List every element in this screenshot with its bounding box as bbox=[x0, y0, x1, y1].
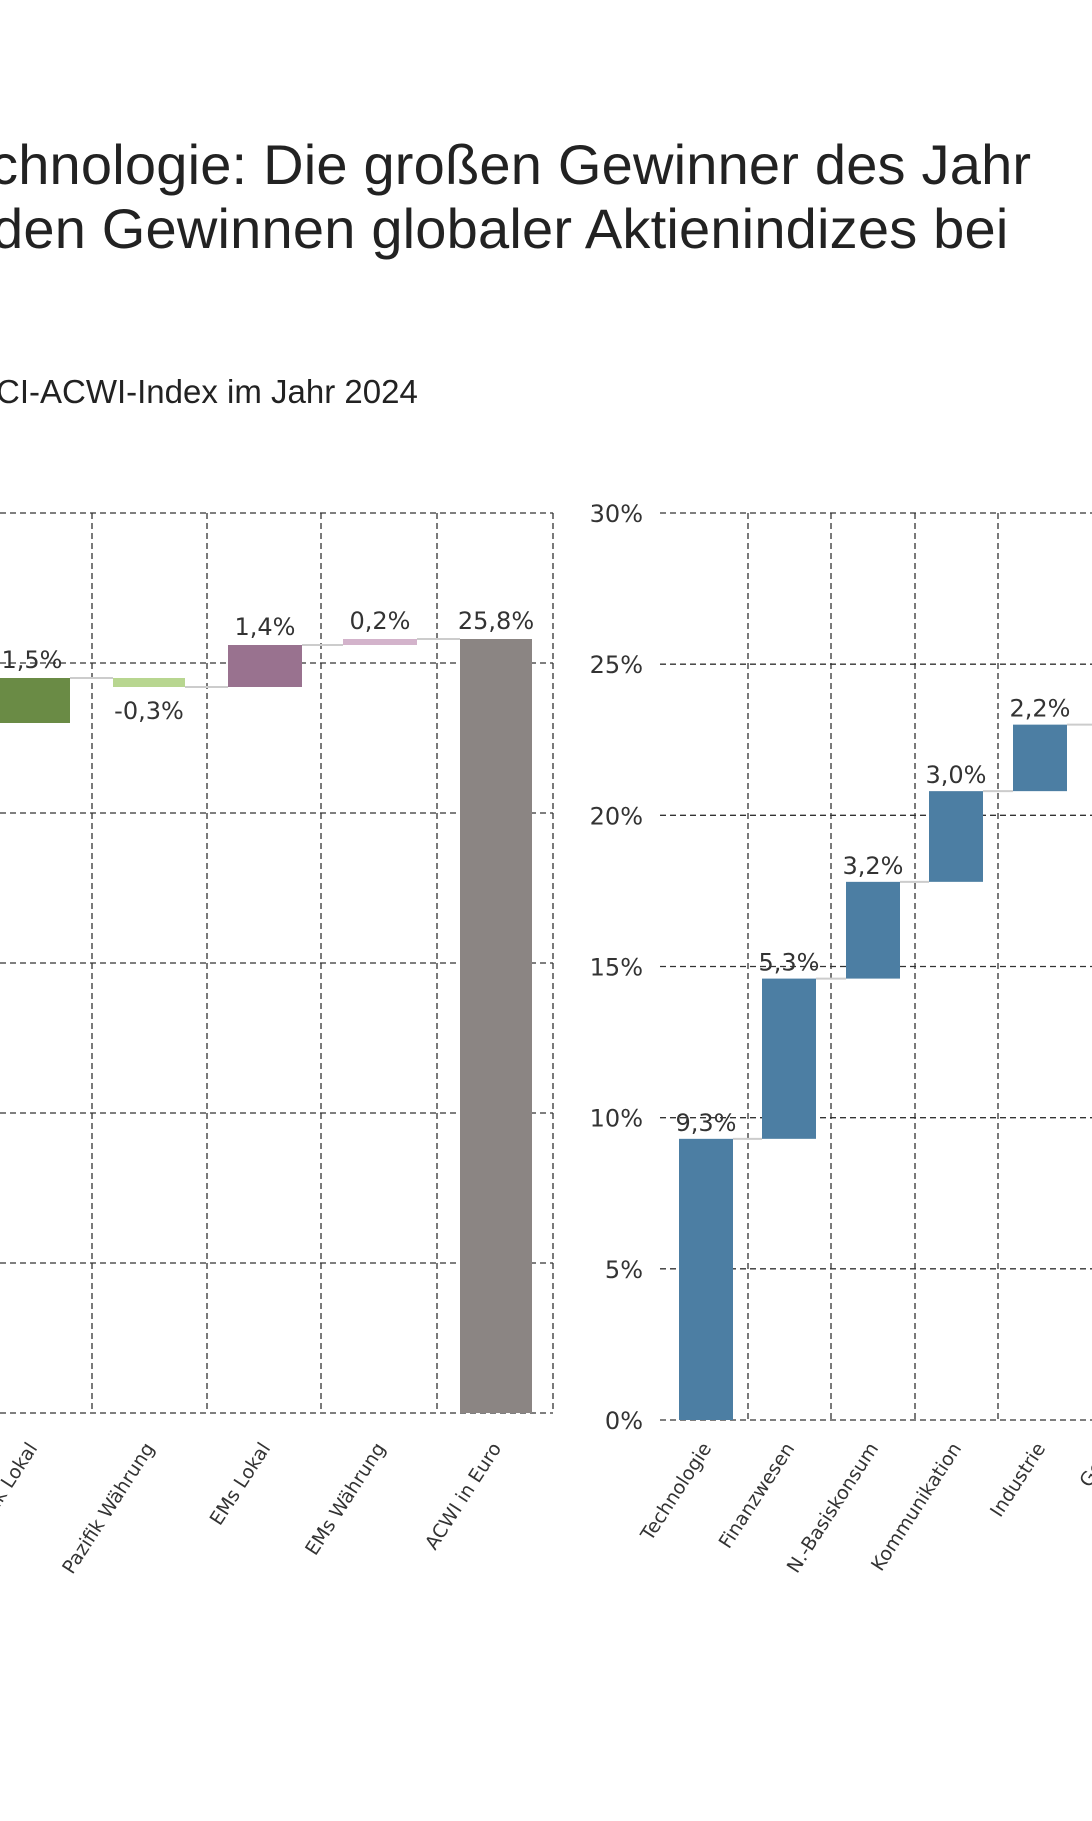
bar bbox=[929, 791, 983, 882]
left-waterfall-chart: 1,5% -0,3% 1,4% 0,2% 25,8% ik Lokal Pazifik Wä… bbox=[0, 512, 554, 1578]
bar bbox=[343, 639, 417, 645]
y-tick-label: 5% bbox=[605, 1256, 643, 1284]
category-label: N.-Basiskonsum bbox=[783, 1439, 883, 1577]
data-label: 1,4% bbox=[235, 613, 296, 641]
data-label: 9,3% bbox=[676, 1109, 737, 1137]
category-label: Kommunikation bbox=[867, 1439, 966, 1575]
chart-title-line-1: chnologie: Die großen Gewinner des Jahr bbox=[0, 133, 1032, 196]
chart-title-line-2: den Gewinnen globaler Aktienindizes bei bbox=[0, 197, 1009, 260]
category-label: Gesu bbox=[1075, 1439, 1092, 1492]
data-label: 25,8% bbox=[458, 607, 534, 635]
bar bbox=[228, 645, 302, 687]
data-label: 5,3% bbox=[759, 949, 820, 977]
data-label: 1,5% bbox=[2, 646, 63, 674]
bar bbox=[762, 978, 816, 1139]
category-label: ACWI in Euro bbox=[421, 1439, 506, 1554]
y-tick-label: 10% bbox=[590, 1105, 643, 1133]
category-label: Pazifik Währung bbox=[58, 1439, 159, 1578]
y-tick-label: 15% bbox=[590, 954, 643, 982]
category-label: Technologie bbox=[636, 1439, 716, 1546]
bar bbox=[679, 1138, 733, 1420]
category-label: EMs Lokal bbox=[206, 1439, 276, 1530]
data-label: 3,0% bbox=[926, 761, 987, 789]
bar bbox=[846, 881, 900, 979]
data-label: 3,2% bbox=[843, 852, 904, 880]
data-label: 2,2% bbox=[1010, 695, 1071, 723]
bar bbox=[460, 639, 532, 1413]
bar bbox=[113, 678, 185, 687]
y-tick-label: 20% bbox=[590, 802, 643, 830]
data-label: -0,3% bbox=[114, 697, 184, 725]
chart-subtitle: CI-ACWI-Index im Jahr 2024 bbox=[0, 373, 418, 410]
y-tick-label: 25% bbox=[590, 651, 643, 679]
category-label: ik Lokal bbox=[0, 1439, 42, 1511]
category-label: Finanzwesen bbox=[715, 1439, 800, 1553]
y-tick-label: 0% bbox=[605, 1407, 643, 1435]
right-waterfall-chart: 0% 5% 10% 15% 20% 25% 30% 9,3% 5,3% 3,2% 3,0% 2,2% T… bbox=[590, 500, 1092, 1577]
category-label: EMs Währung bbox=[301, 1439, 390, 1560]
y-tick-label: 30% bbox=[590, 500, 643, 528]
bar bbox=[1013, 724, 1067, 792]
data-label: 0,2% bbox=[350, 607, 411, 635]
category-label: Industrie bbox=[986, 1439, 1050, 1521]
bar bbox=[0, 678, 70, 723]
